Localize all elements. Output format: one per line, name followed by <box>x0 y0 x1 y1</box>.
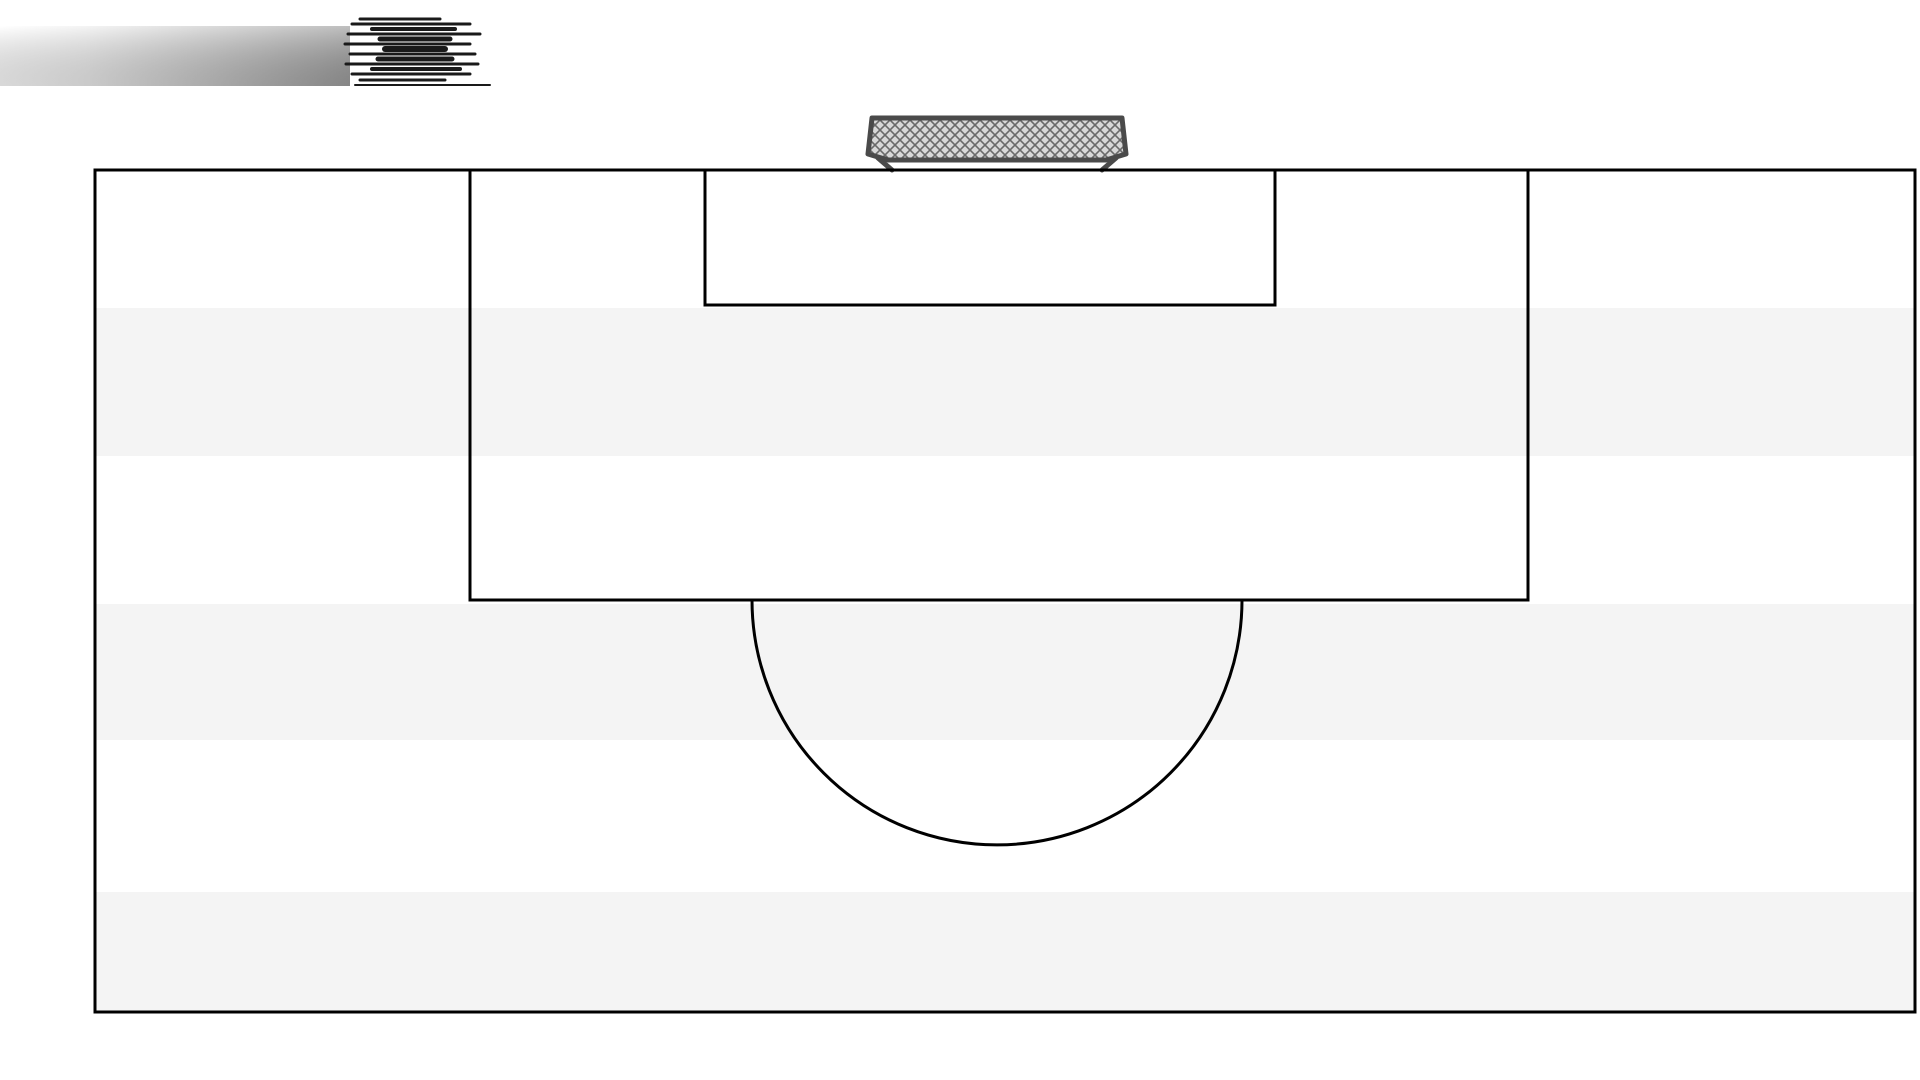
logo <box>0 17 491 86</box>
pitch-stripes <box>95 170 1915 1012</box>
penalty-arc <box>750 599 1244 847</box>
pitch-stripe <box>95 604 1915 740</box>
pitch-stripe <box>95 456 1915 604</box>
pitch-stripe <box>95 892 1915 1012</box>
pitch-stripe <box>95 308 1915 456</box>
goal-area <box>703 168 1277 307</box>
speed-lines-logo-icon <box>343 17 491 86</box>
soccer-goal-icon <box>865 115 1129 173</box>
pitch-stripe <box>95 740 1915 892</box>
pitch-stripe <box>95 170 1915 308</box>
pitch-markings <box>93 168 1917 1014</box>
